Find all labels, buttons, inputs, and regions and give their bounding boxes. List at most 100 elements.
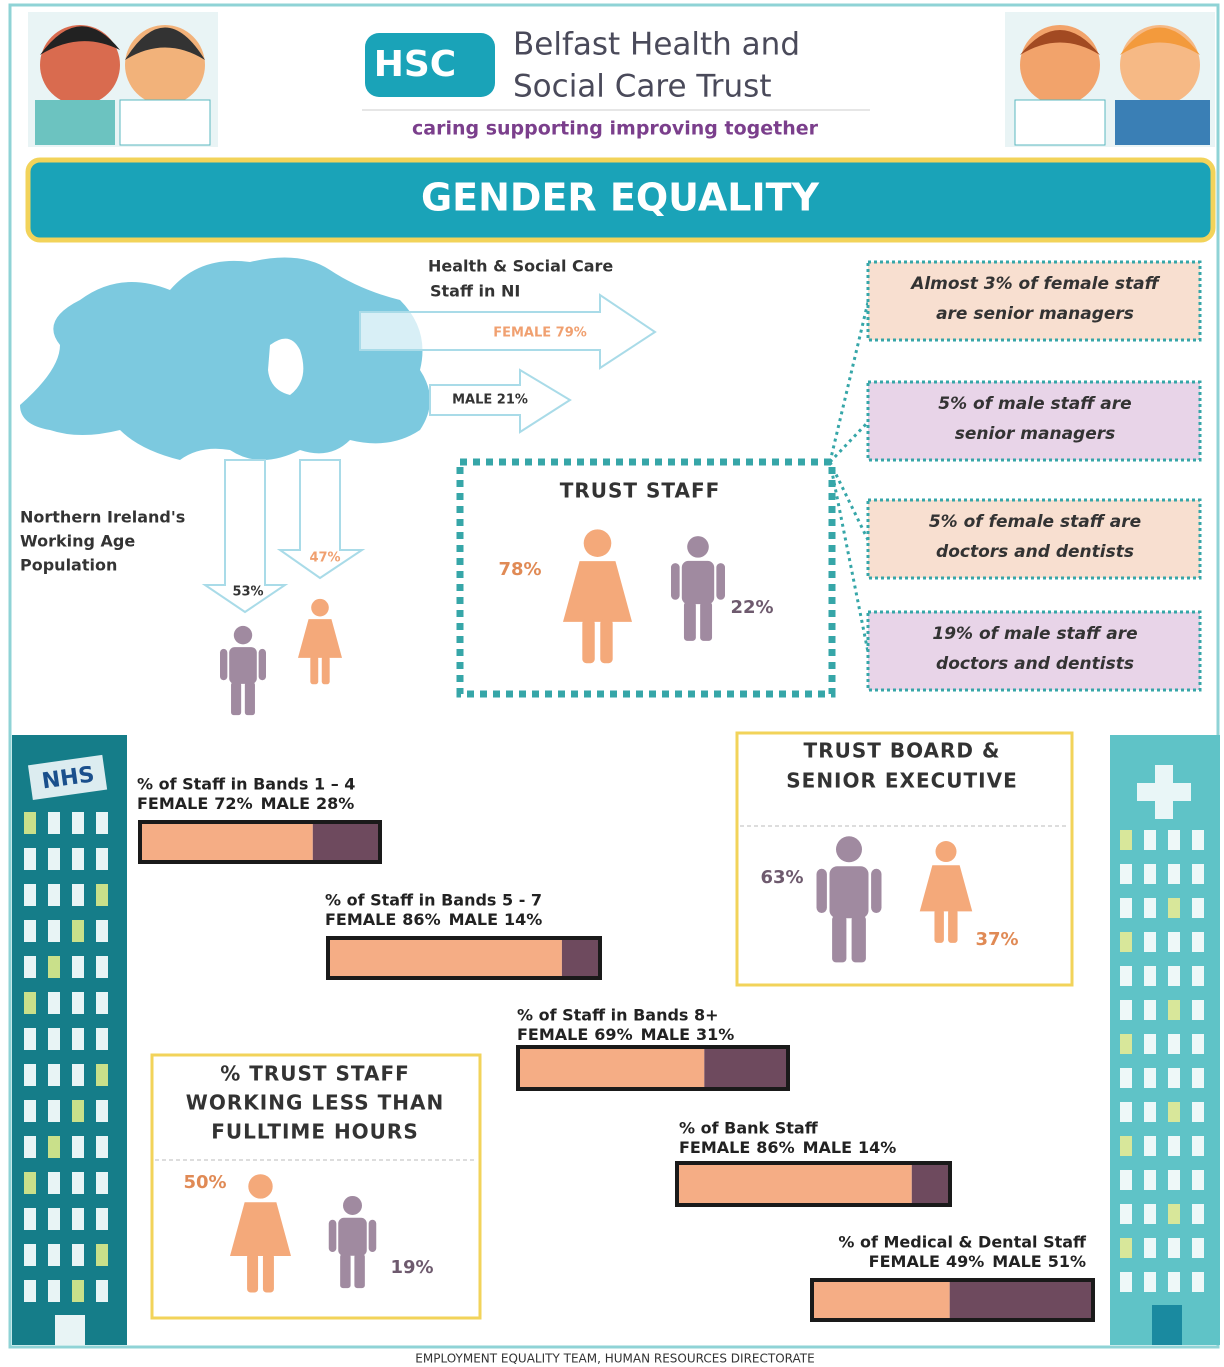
female-share: FEMALE 79% xyxy=(493,326,587,341)
male-share: 63% xyxy=(760,867,803,888)
window xyxy=(96,1208,108,1230)
window xyxy=(1192,966,1204,986)
window xyxy=(48,1172,60,1194)
window xyxy=(1120,966,1132,986)
bar-segment xyxy=(704,1047,788,1089)
segment-name: MALE xyxy=(641,1025,690,1044)
female-share: 47% xyxy=(309,551,340,566)
window xyxy=(72,1100,84,1122)
male-icon xyxy=(220,625,266,716)
window xyxy=(24,1136,36,1158)
part-time-box xyxy=(150,1053,482,1320)
bar-title: % of Medical & Dental Staff xyxy=(838,1233,1087,1252)
window xyxy=(1144,1238,1156,1258)
window xyxy=(1192,1102,1204,1122)
window xyxy=(1144,1272,1156,1292)
window xyxy=(96,920,108,942)
arrow xyxy=(201,459,289,614)
bar-legend: FEMALE 49% MALE 51% xyxy=(869,1252,1086,1271)
window xyxy=(24,1028,36,1050)
segment-name: MALE xyxy=(992,1252,1041,1271)
bar-segment xyxy=(561,938,600,978)
connector xyxy=(828,301,870,463)
bar-legend: FEMALE 86% MALE 14% xyxy=(679,1138,896,1157)
door xyxy=(55,1315,85,1345)
female-share: 50% xyxy=(183,1172,226,1193)
window xyxy=(1168,1136,1180,1156)
window xyxy=(1192,864,1204,884)
bar-title: % of Bank Staff xyxy=(679,1119,819,1138)
bar-title: % of Staff in Bands 1 – 4 xyxy=(137,775,355,794)
window xyxy=(48,920,60,942)
window xyxy=(72,1244,84,1266)
window xyxy=(1192,1238,1204,1258)
window xyxy=(1144,898,1156,918)
buildings: NHS xyxy=(12,735,1220,1345)
window xyxy=(1120,1136,1132,1156)
bar-legend: FEMALE 72% MALE 28% xyxy=(137,794,354,813)
window xyxy=(1120,1204,1132,1224)
fact-box xyxy=(866,380,1202,462)
segment-name: MALE xyxy=(449,910,498,929)
window xyxy=(1168,1102,1180,1122)
window xyxy=(1168,1170,1180,1190)
window xyxy=(72,920,84,942)
window xyxy=(48,848,60,870)
window xyxy=(1192,1204,1204,1224)
bar-frame xyxy=(326,936,602,980)
female-icon xyxy=(563,529,632,664)
window xyxy=(1192,1170,1204,1190)
board-box xyxy=(735,731,1074,987)
window xyxy=(96,1100,108,1122)
window xyxy=(1168,864,1180,884)
bar-segment xyxy=(518,1047,705,1089)
label: Health & Social Care xyxy=(428,257,613,276)
window xyxy=(24,812,36,834)
window xyxy=(72,1028,84,1050)
window xyxy=(1192,1272,1204,1292)
arrow xyxy=(359,293,657,370)
bar-title: % of Staff in Bands 8+ xyxy=(517,1006,719,1025)
window xyxy=(72,1136,84,1158)
window xyxy=(96,1280,108,1302)
title: GENDER EQUALITY xyxy=(421,176,820,220)
window xyxy=(96,956,108,978)
window xyxy=(96,1064,108,1086)
window xyxy=(1144,830,1156,850)
box-title: TRUST STAFF xyxy=(560,479,721,503)
window xyxy=(24,1244,36,1266)
window xyxy=(1120,1000,1132,1020)
female-share: 37% xyxy=(975,929,1018,950)
window xyxy=(96,884,108,906)
bar-segment xyxy=(812,1280,950,1320)
fact-box xyxy=(866,498,1202,580)
window xyxy=(1120,1272,1132,1292)
male-share: MALE 21% xyxy=(452,393,528,408)
segment-value: 72% xyxy=(214,794,252,813)
window xyxy=(1192,932,1204,952)
segment-value: 49% xyxy=(946,1252,984,1271)
window xyxy=(1192,898,1204,918)
window xyxy=(1144,1136,1156,1156)
segment-name: FEMALE xyxy=(679,1138,750,1157)
window xyxy=(96,812,108,834)
window xyxy=(1144,1170,1156,1190)
male-icon xyxy=(671,536,725,641)
segment-value: 14% xyxy=(504,910,542,929)
fact-box xyxy=(866,260,1202,342)
window xyxy=(48,1280,60,1302)
window xyxy=(72,812,84,834)
window xyxy=(96,1244,108,1266)
bar-frame xyxy=(138,820,382,864)
window xyxy=(1192,1034,1204,1054)
connector xyxy=(828,461,870,653)
logo-box xyxy=(365,33,495,97)
trust-staff-box xyxy=(456,458,836,698)
label: Northern Ireland's xyxy=(20,508,185,527)
window xyxy=(1144,1000,1156,1020)
window xyxy=(96,1172,108,1194)
bar-segment xyxy=(677,1163,912,1205)
segment-name: FEMALE xyxy=(325,910,396,929)
